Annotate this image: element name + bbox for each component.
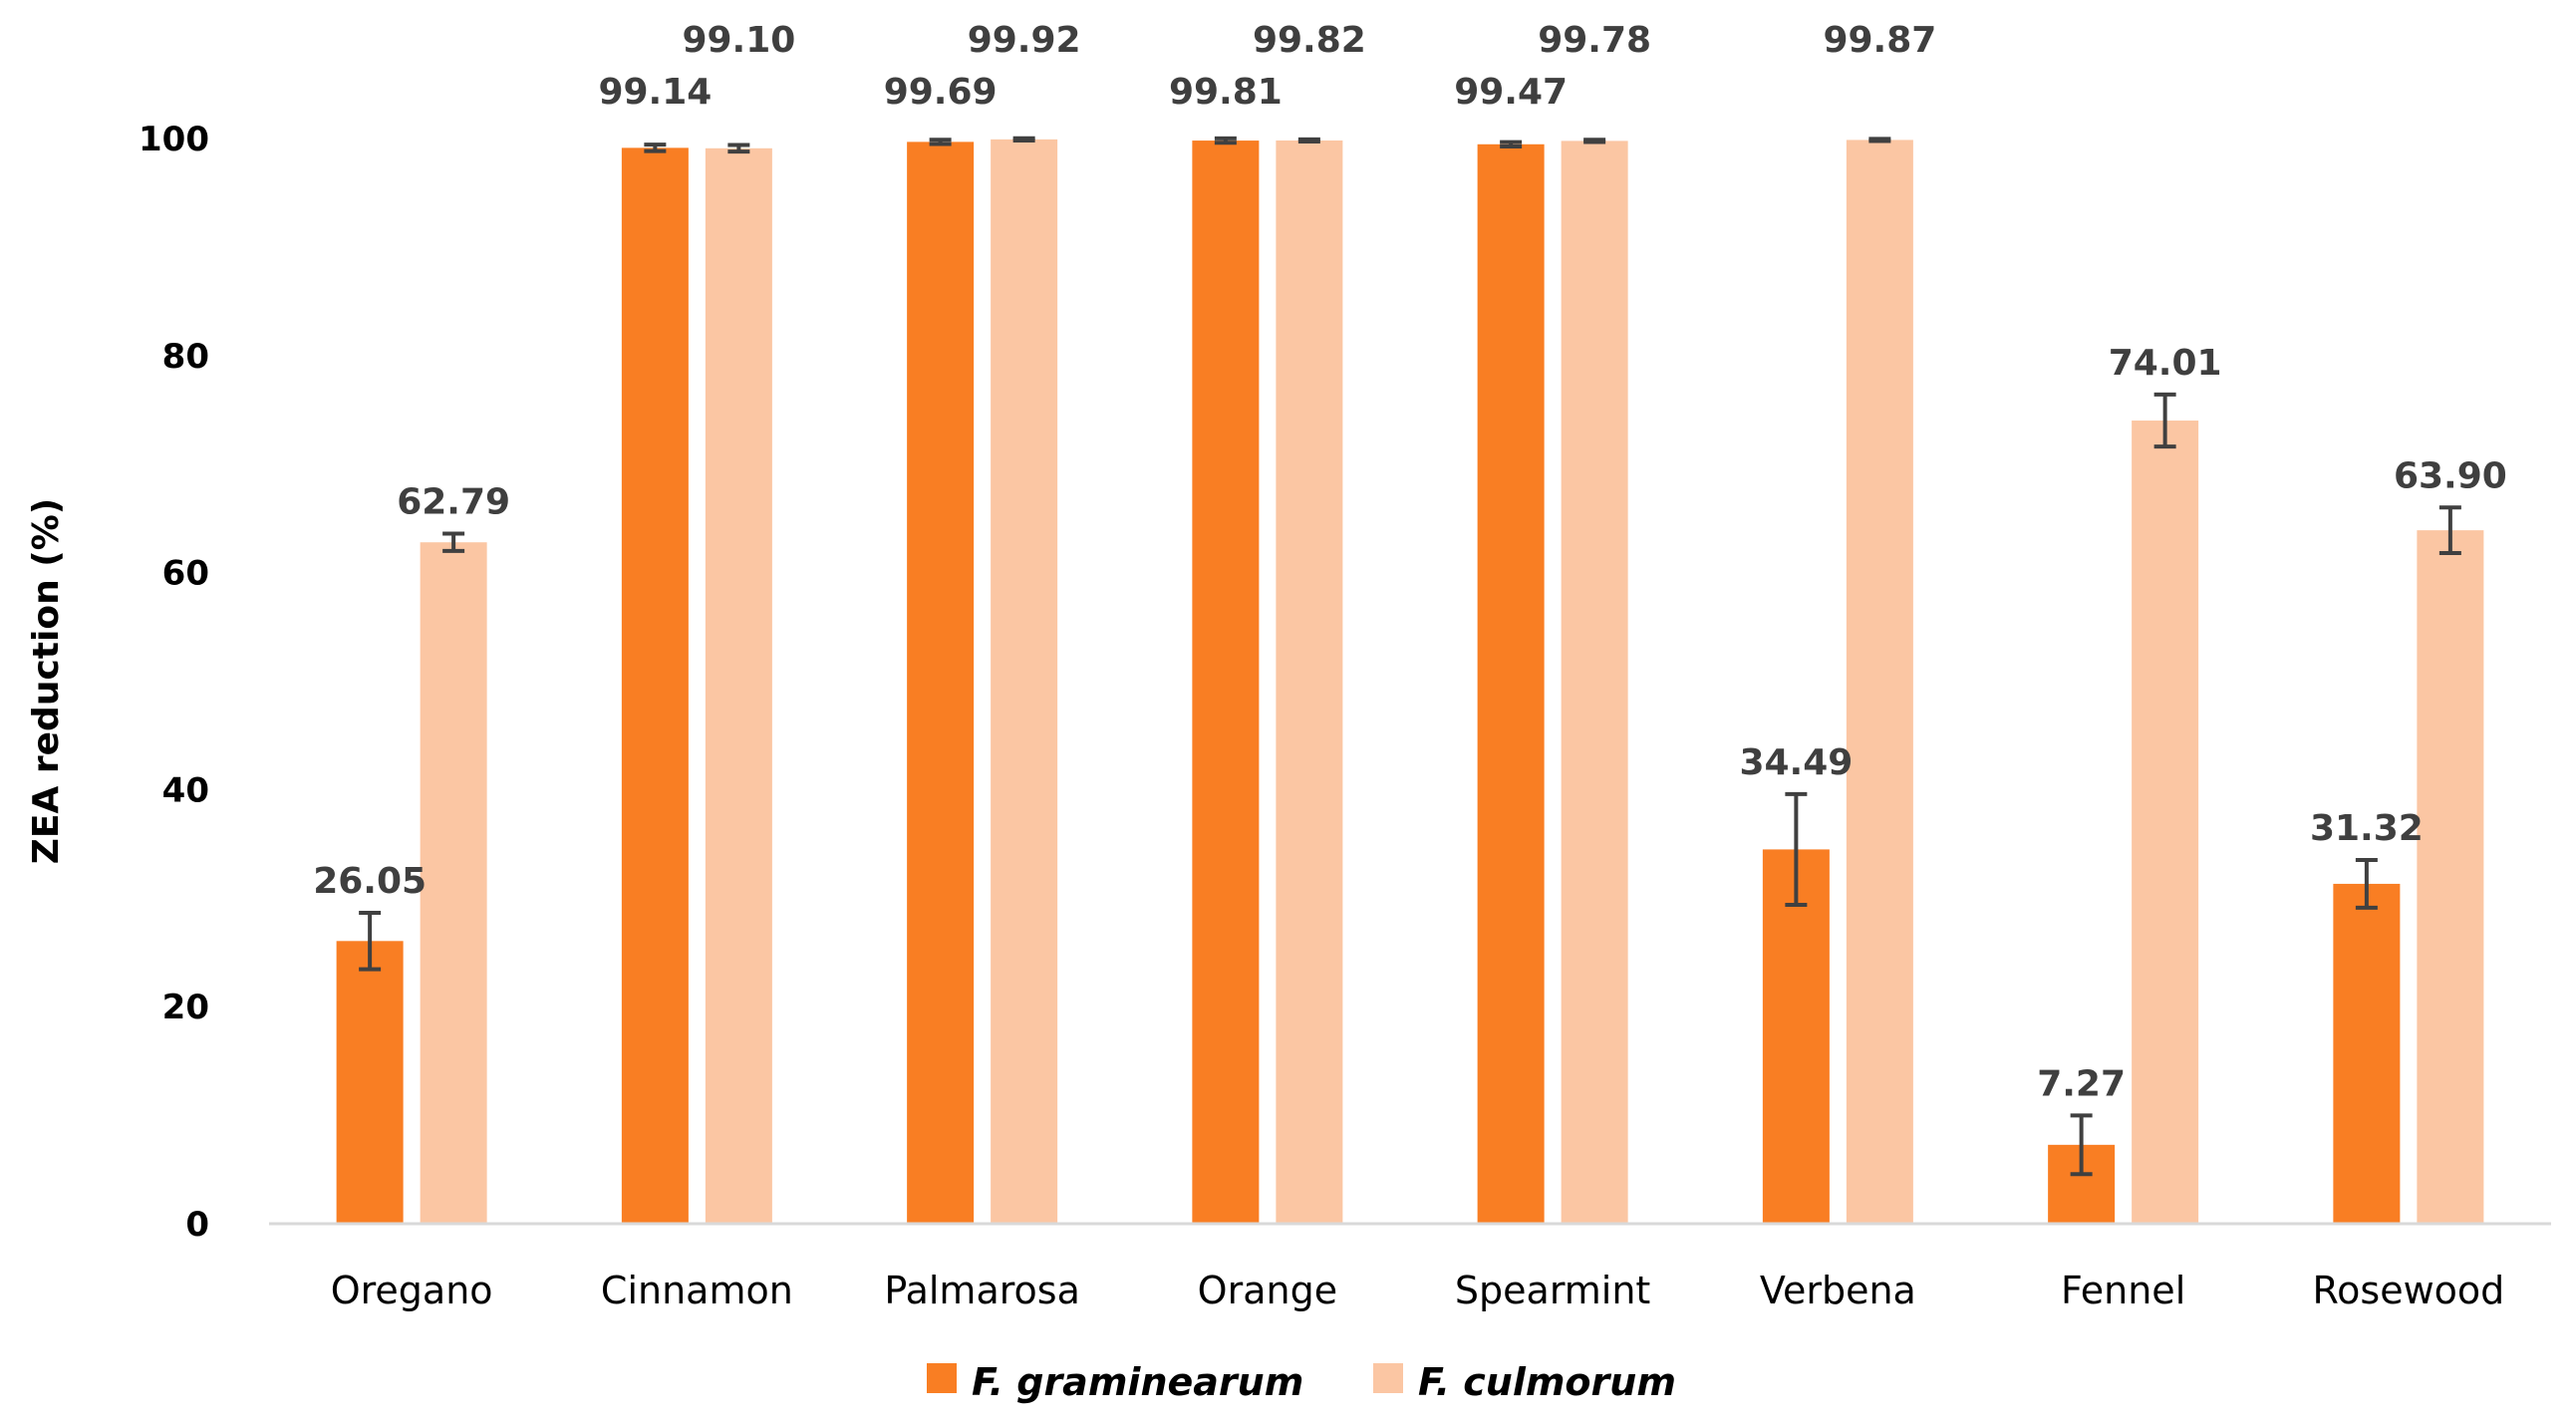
category-label: Rosewood — [2312, 1269, 2504, 1312]
data-label: 74.01 — [2109, 343, 2222, 384]
bar-graminearum — [1477, 143, 1545, 1224]
bar-graminearum — [621, 147, 689, 1225]
data-label: 99.87 — [1823, 20, 1936, 61]
data-label: 63.90 — [2394, 455, 2507, 496]
bar-culmorum — [705, 147, 772, 1224]
category-label: Spearmint — [1455, 1269, 1650, 1312]
data-label: 62.79 — [397, 482, 510, 523]
bar-graminearum — [907, 142, 975, 1225]
category-label: Palmarosa — [884, 1269, 1079, 1312]
data-labels-group: 26.05 62.79 99.14 99.10 99.69 99.92 99.81 99.82… — [313, 20, 2507, 1104]
bar-culmorum — [2417, 530, 2484, 1224]
data-label: 99.47 — [1454, 72, 1568, 113]
y-tick-label: 0 — [185, 1205, 209, 1245]
error-bar — [1297, 137, 1320, 144]
bar-culmorum — [1846, 140, 1913, 1225]
error-bar — [1012, 136, 1035, 143]
data-label: 34.49 — [1739, 742, 1853, 783]
error-bar — [1500, 140, 1523, 148]
category-label: Cinnamon — [601, 1269, 793, 1312]
bar-culmorum — [1276, 140, 1343, 1224]
y-tick-label: 60 — [162, 554, 209, 594]
y-tick-label: 20 — [162, 988, 209, 1027]
bar-culmorum — [2132, 421, 2199, 1224]
category-label: Verbena — [1760, 1269, 1916, 1312]
data-label: 99.10 — [682, 20, 795, 61]
bar-culmorum — [1561, 141, 1628, 1225]
legend-swatch-graminearum — [927, 1363, 957, 1393]
error-bar — [2438, 505, 2461, 555]
data-label: 26.05 — [313, 861, 427, 902]
error-bar — [1583, 138, 1606, 144]
error-bars-group — [359, 136, 2461, 1177]
error-bar — [2153, 392, 2176, 449]
error-bar — [359, 911, 382, 972]
error-bar — [1214, 136, 1237, 145]
data-label: 7.27 — [2037, 1063, 2126, 1104]
category-labels-group: Oregano Cinnamon Palmarosa Orange Spearmint V… — [331, 1269, 2505, 1312]
bar-graminearum — [336, 941, 404, 1224]
data-label: 99.81 — [1169, 72, 1283, 113]
y-tick-label: 40 — [162, 770, 209, 810]
y-tick-label: 80 — [162, 337, 209, 377]
error-bar — [1785, 791, 1808, 907]
legend-swatch-culmorum — [1373, 1363, 1403, 1393]
error-bar — [929, 138, 952, 146]
data-label: 99.92 — [968, 20, 1081, 61]
legend-label-culmorum: F. culmorum — [1418, 1360, 1676, 1404]
category-label: Fennel — [2061, 1269, 2185, 1312]
data-label: 99.78 — [1538, 20, 1651, 61]
bar-culmorum — [991, 139, 1058, 1224]
legend: F. graminearum F. culmorum — [927, 1360, 1676, 1404]
bar-culmorum — [420, 542, 487, 1224]
error-bar — [2070, 1113, 2093, 1177]
data-label: 99.82 — [1253, 20, 1366, 61]
bar-graminearum — [2333, 883, 2401, 1224]
error-bar — [2355, 857, 2378, 910]
error-bar — [644, 143, 667, 153]
category-label: Orange — [1198, 1269, 1337, 1312]
bar-graminearum — [1192, 141, 1260, 1225]
error-bar — [727, 143, 750, 154]
data-label: 31.32 — [2310, 808, 2424, 849]
data-label: 99.14 — [598, 72, 712, 113]
bar-graminearum — [1762, 849, 1830, 1224]
data-label: 99.69 — [884, 72, 998, 113]
y-axis-ticks: 0 20 40 60 80 100 — [139, 120, 209, 1245]
error-bar — [1868, 137, 1891, 143]
category-label: Oregano — [331, 1269, 493, 1312]
legend-label-graminearum: F. graminearum — [972, 1360, 1303, 1404]
y-axis-title: ZEA reduction (%) — [26, 498, 67, 864]
y-tick-label: 100 — [139, 120, 209, 159]
bars-group — [336, 139, 2484, 1225]
error-bar — [442, 531, 465, 553]
